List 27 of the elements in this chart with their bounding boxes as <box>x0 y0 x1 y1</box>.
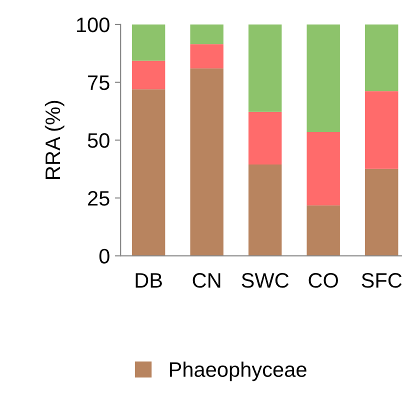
x-tick-label: SWC <box>242 273 289 288</box>
y-axis-title: RRA (%) <box>44 100 64 179</box>
bar <box>365 91 398 169</box>
bar <box>365 24 398 92</box>
bar <box>132 24 166 61</box>
legend-label: Phaeophyceae <box>170 362 306 382</box>
y-tick-label: 50 <box>88 133 110 148</box>
bar <box>132 89 166 256</box>
bar <box>306 24 340 132</box>
bar <box>306 205 340 256</box>
bar <box>248 164 282 256</box>
bar <box>190 44 224 68</box>
y-tick-label: 0 <box>99 248 110 264</box>
y-tick-label: 100 <box>77 17 110 32</box>
bar <box>248 24 282 112</box>
y-tick-label: 25 <box>88 190 110 206</box>
bar <box>190 24 224 44</box>
bar <box>132 60 166 90</box>
bar <box>248 112 282 164</box>
x-tick-label: CN <box>192 273 220 288</box>
bar <box>365 168 398 256</box>
y-tick-label: 75 <box>88 76 110 90</box>
x-tick-label: SFC <box>362 273 402 288</box>
x-tick-label: CO <box>308 273 338 288</box>
bar <box>306 132 340 206</box>
bar <box>190 68 224 256</box>
x-tick-label: DB <box>136 273 162 288</box>
